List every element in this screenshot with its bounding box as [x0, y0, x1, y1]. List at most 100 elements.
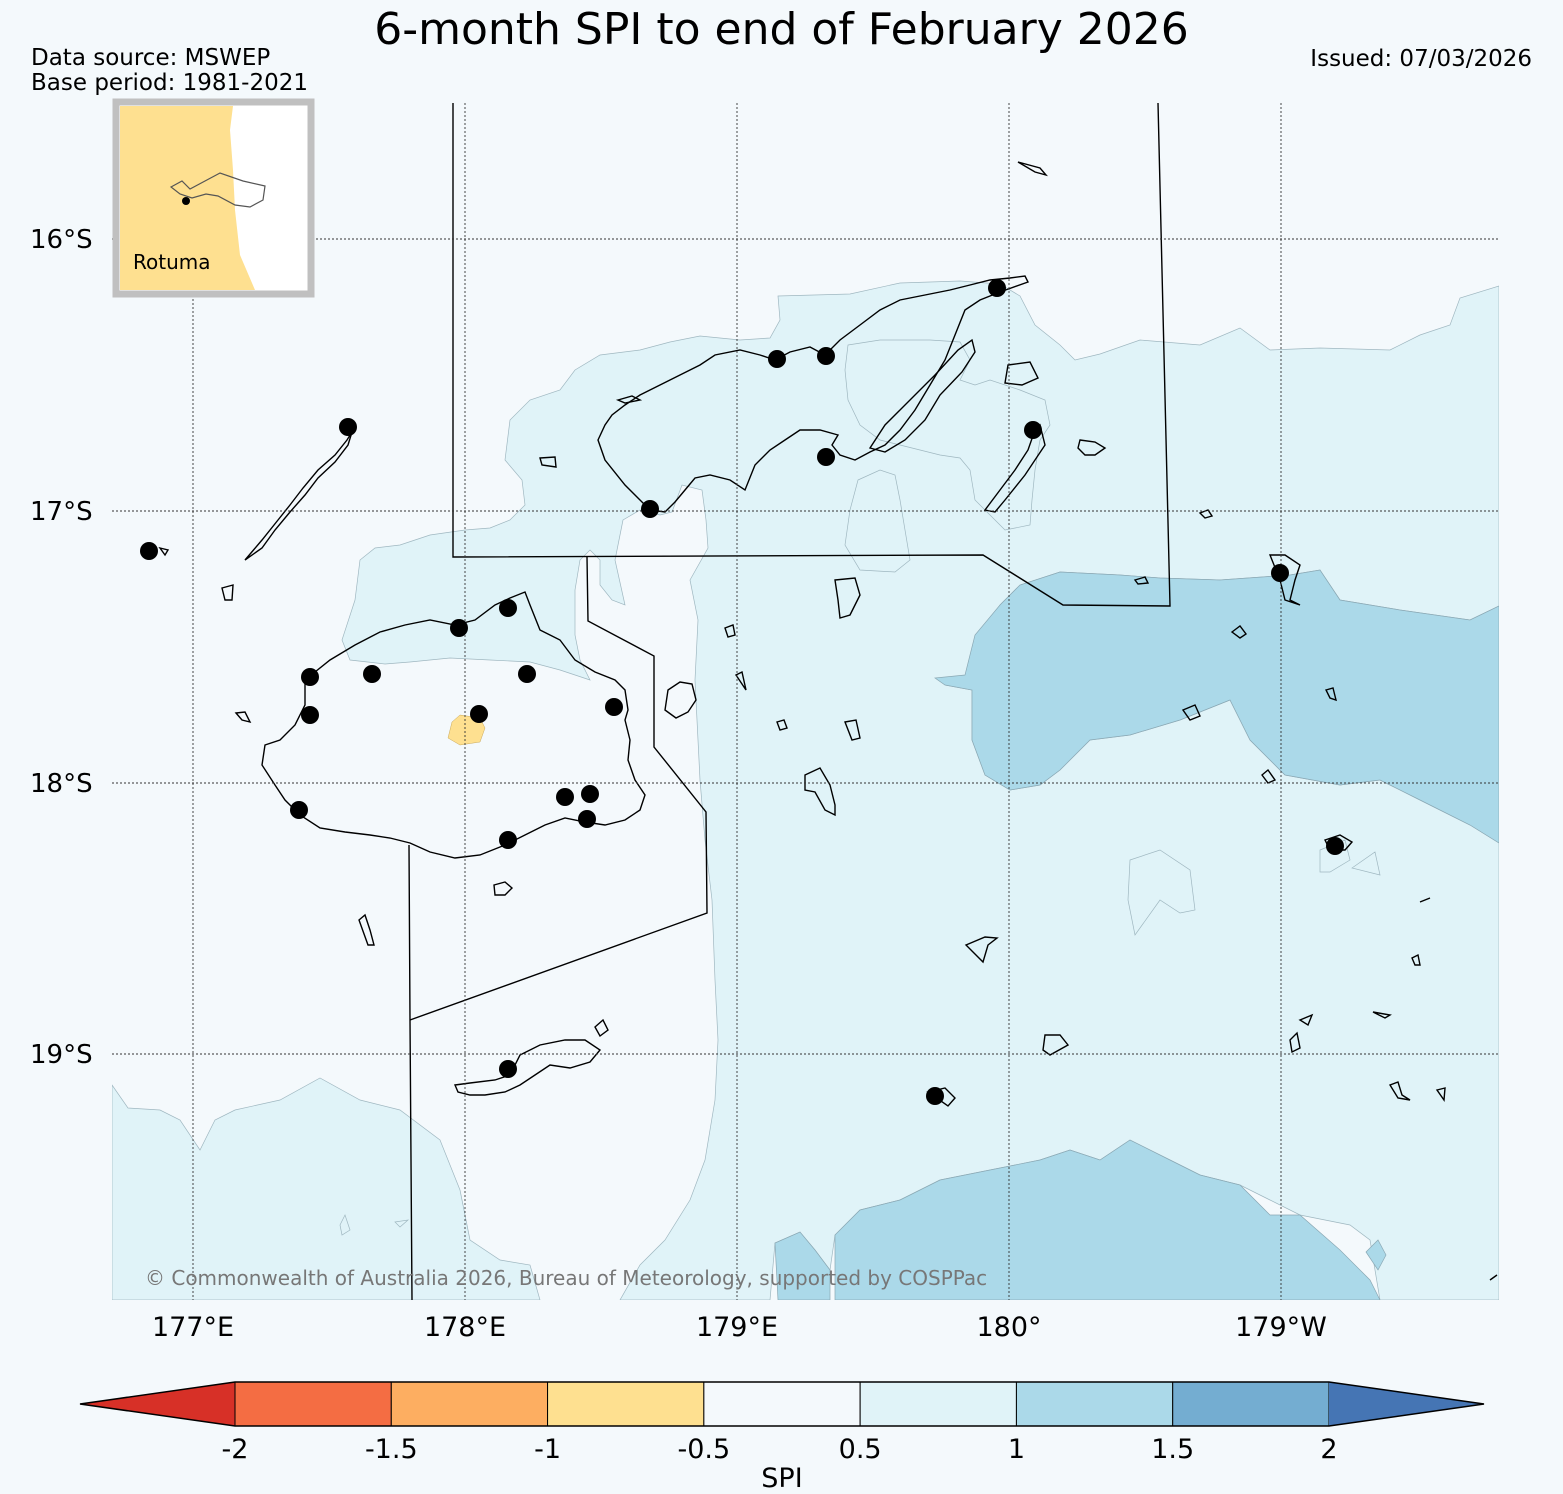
central-western-boundary [408, 844, 413, 1300]
base-period-text: Base period: 1981-2021 [31, 70, 309, 96]
station-marker [581, 785, 599, 803]
island-26 [615, 395, 643, 404]
rotuma-inset-map: Rotuma [112, 98, 315, 298]
colorbar-tick-label: -2 [222, 1434, 249, 1465]
lon-label: 180° [976, 1312, 1041, 1343]
station-marker [363, 665, 381, 683]
longitude-labels: 177°E 178°E 179°E 180° 179°W [152, 1312, 1327, 1343]
station-marker [988, 279, 1006, 297]
station-marker [339, 418, 357, 436]
map-title: 6-month SPI to end of February 2026 [374, 4, 1189, 55]
map-plot-area: © Commonwealth of Australia 2026, Bureau… [112, 103, 1499, 1300]
colorbar-segment [703, 1381, 861, 1427]
eastern-division-boundary [409, 556, 708, 1021]
island-12 [1230, 625, 1248, 639]
lon-label: 177°E [152, 1312, 234, 1343]
colorbar-extend-high [1329, 1382, 1484, 1426]
island-6 [1042, 1034, 1070, 1056]
station-marker [1024, 421, 1042, 439]
colorbar-segment [859, 1381, 1017, 1427]
station-marker [499, 1060, 517, 1078]
station-marker [556, 788, 574, 806]
station-marker [641, 500, 659, 518]
station-marker [499, 831, 517, 849]
spi-colorbar: -2 -1.5 -1 -0.5 0.5 1 1.5 2 SPI [79, 1381, 1485, 1494]
island-30 [1372, 1011, 1392, 1019]
island-24 [1133, 576, 1150, 585]
spi-zone-medium-east [934, 569, 1499, 844]
latitude-labels: 16°S 17°S 18°S 19°S [30, 225, 93, 1070]
lat-label: 19°S [30, 1040, 93, 1070]
spi-zone-medium-south [774, 1139, 1387, 1300]
graticule [112, 103, 1499, 1300]
station-marker [518, 665, 536, 683]
station-marker [301, 668, 319, 686]
island-21 [221, 584, 234, 601]
lon-label: 178°E [424, 1312, 506, 1343]
island-22 [1077, 439, 1107, 456]
issued-date: Issued: 07/03/2026 [1310, 46, 1532, 72]
station-marker [817, 347, 835, 365]
island-33 [1419, 897, 1431, 903]
island-3 [834, 577, 861, 619]
island-10 [1017, 161, 1049, 177]
colorbar-tick-label: 2 [1320, 1434, 1337, 1465]
division-boundaries [408, 103, 1171, 1300]
station-marker [768, 350, 786, 368]
colorbar-tick-label: -1.5 [365, 1434, 418, 1465]
colorbar-tick-label: 1.5 [1151, 1434, 1194, 1465]
station-marker [926, 1087, 944, 1105]
island-23 [1004, 361, 1039, 386]
lat-label: 18°S [30, 769, 93, 799]
colorbar-segment [234, 1381, 392, 1427]
colorbar-tick-label: -0.5 [678, 1434, 731, 1465]
spi-zone-dry-patch [447, 714, 486, 746]
colorbar-segment [1172, 1381, 1330, 1427]
colorbar-segments [80, 1381, 1484, 1427]
island-8 [1268, 554, 1301, 606]
colorbar-tick-label: -1 [534, 1434, 561, 1465]
station-marker [817, 448, 835, 466]
vanua-levu-coastline [597, 275, 1029, 513]
northern-division-boundary [452, 103, 1171, 607]
island-34 [1298, 1013, 1314, 1027]
colorbar-segment [390, 1381, 549, 1427]
lon-label: 179°W [1235, 1312, 1327, 1343]
island-20 [493, 881, 514, 896]
station-marker [1326, 837, 1344, 855]
island-13 [1261, 768, 1277, 784]
station-marker [301, 706, 319, 724]
rotuma-island-outline [169, 172, 266, 208]
spi-zone-light-southwest [112, 1077, 541, 1300]
lat-label: 17°S [30, 497, 93, 527]
island-2 [664, 681, 697, 719]
lat-label: 16°S [30, 225, 93, 255]
copyright-notice: © Commonwealth of Australia 2026, Bureau… [145, 1266, 987, 1290]
colorbar-tick-label: 0.5 [839, 1434, 882, 1465]
colorbar-extend-low [80, 1382, 235, 1426]
island-11 [1181, 704, 1201, 721]
station-marker [470, 705, 488, 723]
colorbar-segment [1015, 1381, 1174, 1427]
station-marker [605, 698, 623, 716]
spi-zone-light-north [341, 280, 1499, 1300]
island-15 [1289, 1031, 1301, 1054]
station-marker [1271, 564, 1289, 582]
colorbar-title: SPI [761, 1463, 802, 1494]
station-marker [578, 810, 596, 828]
island-5 [964, 936, 999, 964]
island-35 [724, 624, 736, 638]
data-source-info: Data source: MSWEP Base period: 1981-202… [31, 46, 308, 96]
inset-label: Rotuma [133, 250, 211, 274]
island-37 [158, 546, 170, 557]
station-marker [140, 542, 158, 560]
station-marker [450, 619, 468, 637]
island-14 [1324, 687, 1337, 702]
island-28 [776, 719, 788, 731]
island-16 [1388, 1081, 1411, 1101]
data-source-text: Data source: MSWEP [31, 45, 271, 71]
island-27 [844, 719, 861, 741]
island-17 [1411, 953, 1421, 966]
island-18 [594, 1018, 609, 1038]
